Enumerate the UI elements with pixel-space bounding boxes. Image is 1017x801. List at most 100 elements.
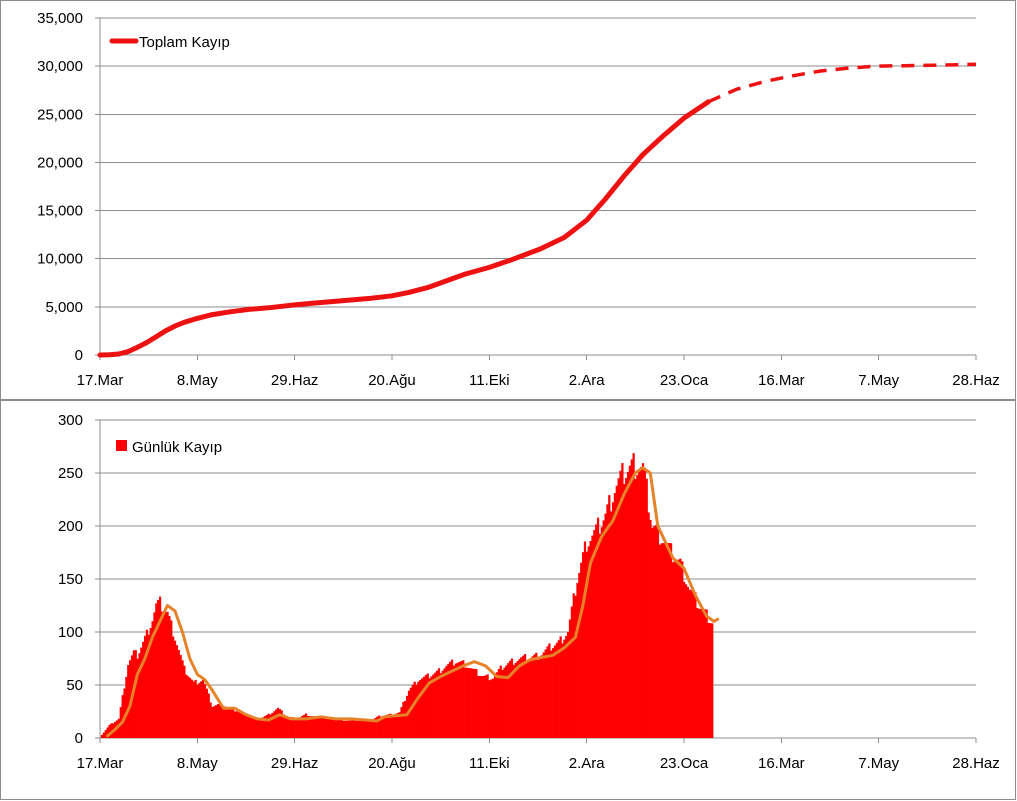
cumulative-deaths-line xyxy=(97,99,711,358)
daily-bar xyxy=(237,711,240,738)
daily-bar xyxy=(531,656,534,738)
daily-bar xyxy=(707,622,710,738)
daily-bar xyxy=(555,642,558,738)
x-tick-label: 7.May xyxy=(858,755,899,772)
daily-bar xyxy=(377,715,381,738)
daily-bar xyxy=(422,676,426,738)
daily-bar xyxy=(434,672,437,738)
y-tick-label: 50 xyxy=(66,677,83,694)
daily-bar xyxy=(218,703,222,738)
daily-bar xyxy=(224,706,227,738)
daily-bar xyxy=(595,524,598,738)
daily-bar xyxy=(495,672,499,738)
daily-bar xyxy=(675,560,678,738)
daily-bar xyxy=(552,648,555,738)
daily-bar xyxy=(628,465,631,738)
x-tick-label: 23.Oca xyxy=(660,372,709,389)
daily-bar xyxy=(276,707,280,738)
bottom-panel-border xyxy=(0,400,1016,800)
daily-bar xyxy=(355,720,358,738)
daily-bar xyxy=(376,716,379,738)
daily-bar xyxy=(512,664,515,738)
daily-bar xyxy=(389,713,392,738)
daily-bar xyxy=(198,682,201,738)
daily-bar xyxy=(587,546,590,738)
x-tick-label: 11.Eki xyxy=(469,372,510,389)
daily-bar xyxy=(508,660,512,738)
x-tick-label: 28.Haz xyxy=(952,372,1000,389)
daily-bar xyxy=(216,704,220,738)
daily-bar xyxy=(123,688,126,738)
daily-bar xyxy=(106,727,109,738)
daily-bar xyxy=(572,593,575,738)
daily-bar xyxy=(261,717,265,738)
daily-bar xyxy=(329,717,332,738)
daily-bar xyxy=(383,715,386,738)
daily-bar xyxy=(192,681,195,738)
daily-bar xyxy=(411,684,414,738)
daily-bar xyxy=(490,679,493,738)
daily-bar xyxy=(449,661,452,738)
moving-average-line xyxy=(106,466,720,738)
daily-bar xyxy=(581,552,585,738)
daily-bar xyxy=(250,717,253,738)
daily-bar xyxy=(559,636,562,738)
daily-bar xyxy=(430,676,433,738)
daily-bar xyxy=(372,719,375,738)
daily-bar xyxy=(121,695,124,738)
daily-bar xyxy=(415,684,418,738)
x-tick-label: 11.Eki xyxy=(469,755,510,772)
daily-bar xyxy=(452,665,456,738)
x-tick-label: 29.Haz xyxy=(271,755,319,772)
daily-bar xyxy=(696,607,699,738)
y-tick-label: 25,000 xyxy=(37,106,83,123)
daily-bar xyxy=(688,589,691,738)
daily-bar xyxy=(619,470,622,738)
daily-bar xyxy=(196,684,199,738)
daily-bar xyxy=(293,719,296,738)
daily-bar xyxy=(295,719,298,738)
daily-bar xyxy=(486,674,489,738)
daily-bar xyxy=(553,645,557,738)
daily-bar xyxy=(299,717,302,738)
daily-bar xyxy=(145,629,149,738)
daily-bar xyxy=(226,707,229,738)
daily-bar xyxy=(246,716,250,738)
daily-bar xyxy=(134,650,137,738)
daily-bar xyxy=(623,484,626,738)
daily-bar xyxy=(585,551,588,738)
daily-bar xyxy=(222,706,225,738)
daily-bar xyxy=(200,681,203,738)
daily-bar xyxy=(507,663,510,738)
daily-bar xyxy=(699,608,703,738)
daily-bar xyxy=(698,608,701,738)
daily-bar xyxy=(140,647,143,738)
daily-bar xyxy=(252,717,255,738)
daily-deaths-chart: 0 50 100 150 200 250 300 17.Mar 8.May 29.Haz 20.Ağ… xyxy=(58,412,1000,772)
daily-bar xyxy=(228,707,231,738)
daily-bar xyxy=(175,645,179,738)
daily-bar xyxy=(593,530,596,738)
y-tick-label: 35,000 xyxy=(37,10,83,27)
daily-bar xyxy=(286,716,289,738)
daily-bar xyxy=(565,635,568,738)
daily-bar xyxy=(522,655,525,738)
daily-bar xyxy=(529,658,532,738)
daily-bar xyxy=(669,543,673,738)
daily-bar xyxy=(190,679,193,738)
daily-bar xyxy=(398,712,401,738)
daily-bar xyxy=(308,716,311,738)
daily-bar xyxy=(406,695,409,738)
daily-bar xyxy=(505,665,508,738)
daily-bar xyxy=(409,687,412,738)
daily-bar xyxy=(157,599,160,738)
daily-bar xyxy=(288,717,291,738)
daily-bar xyxy=(626,471,630,738)
daily-bar xyxy=(100,734,104,738)
daily-bar xyxy=(437,668,441,738)
daily-bar xyxy=(464,667,467,738)
daily-bar xyxy=(658,544,661,738)
daily-bar xyxy=(570,606,573,738)
daily-bar xyxy=(435,670,439,738)
y-tick-label: 100 xyxy=(58,624,83,641)
